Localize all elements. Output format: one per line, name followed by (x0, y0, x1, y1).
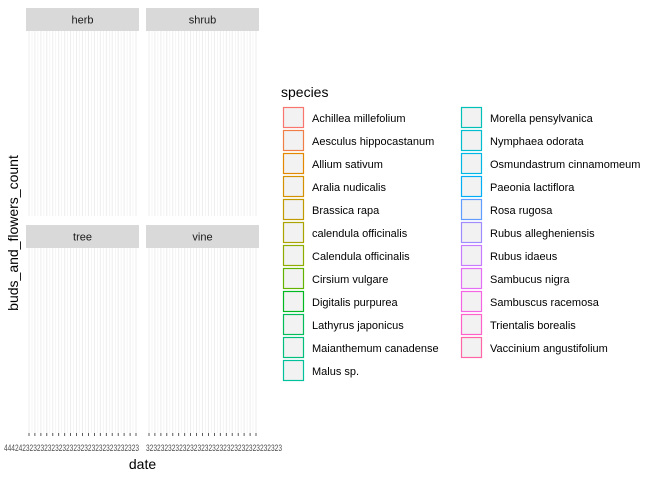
panel-vine: vine (146, 225, 259, 433)
legend-label: Nymphaea odorata (490, 136, 584, 148)
x-axis-title: date (129, 456, 156, 472)
y-axis-title: buds_and_flowers_count (5, 155, 21, 311)
panel-shrub-grid (148, 31, 257, 216)
panel-herb-grid (28, 31, 137, 216)
legend-key (282, 244, 305, 267)
x-tick-labels-right: 3232323232323232323232323232323232323 (146, 443, 282, 453)
legend-label: calendula officinalis (312, 228, 408, 240)
legend-label: Osmundastrum cinnamomeum (490, 159, 640, 171)
legend-key (460, 152, 483, 175)
legend-key (460, 244, 483, 267)
strip-herb-background (26, 8, 139, 31)
legend-item: Rubus allegheniensis (460, 221, 595, 244)
legend-label: Brassica rapa (312, 205, 380, 217)
legend-key (460, 129, 483, 152)
legend-item: Aralia nudicalis (282, 175, 386, 198)
legend-item: Digitalis purpurea (282, 290, 398, 313)
legend-key (460, 175, 483, 198)
legend-label: Cirsium vulgare (312, 274, 388, 286)
x-axis-ticks (28, 433, 257, 436)
legend-item: Paeonia lactiflora (460, 175, 575, 198)
legend-key (460, 313, 483, 336)
strip-tree-background (26, 225, 139, 248)
legend-item: Calendula officinalis (282, 244, 410, 267)
strip-label-herb: herb (71, 15, 93, 27)
legend-key (282, 359, 305, 382)
legend-key (282, 129, 305, 152)
legend-item: Nymphaea odorata (460, 129, 584, 152)
legend-item: Allium sativum (282, 152, 383, 175)
legend-label: Aralia nudicalis (312, 182, 386, 194)
legend-item: Vaccinium angustifolium (460, 336, 608, 359)
legend-key (282, 106, 305, 129)
strip-shrub-background (146, 8, 259, 31)
panel-tree: tree (26, 225, 139, 433)
legend-item: Maianthemum canadense (282, 336, 439, 359)
legend-item: Achillea millefolium (282, 106, 406, 129)
legend-label: Achillea millefolium (312, 113, 406, 125)
legend-label: Maianthemum canadense (312, 343, 439, 355)
legend-item: Rubus idaeus (460, 244, 558, 267)
legend-item: Brassica rapa (282, 198, 380, 221)
legend-label: Rosa rugosa (490, 205, 553, 217)
legend-item: calendula officinalis (282, 221, 408, 244)
panel-shrub: shrub (146, 8, 259, 216)
strip-label-vine: vine (192, 232, 212, 244)
legend-key (460, 336, 483, 359)
legend-label: Rubus idaeus (490, 251, 558, 263)
legend-key (460, 267, 483, 290)
legend-item: Sambucus nigra (460, 267, 570, 290)
legend-key (460, 106, 483, 129)
legend-label: Allium sativum (312, 159, 383, 171)
legend-item: Osmundastrum cinnamomeum (460, 152, 640, 175)
legend-label: Vaccinium angustifolium (490, 343, 608, 355)
panel-herb: herb (26, 8, 139, 216)
legend-key (282, 267, 305, 290)
legend-label: Morella pensylvanica (490, 113, 594, 125)
legend-key (460, 221, 483, 244)
panel-tree-grid (28, 248, 137, 433)
legend-item: Aesculus hippocastanum (282, 129, 434, 152)
legend-label: Sambuscus racemosa (490, 297, 600, 309)
legend-label: Rubus allegheniensis (490, 228, 595, 240)
legend-label: Paeonia lactiflora (490, 182, 575, 194)
legend-label: Trientalis borealis (490, 320, 576, 332)
legend-key (460, 198, 483, 221)
legend-item: Cirsium vulgare (282, 267, 388, 290)
strip-label-tree: tree (73, 232, 92, 244)
legend-key (282, 313, 305, 336)
legend-label: Lathyrus japonicus (312, 320, 404, 332)
strip-vine-background (146, 225, 259, 248)
legend-label: Sambucus nigra (490, 274, 570, 286)
legend-item: Lathyrus japonicus (282, 313, 404, 336)
legend-key (282, 290, 305, 313)
legend-title: species (281, 84, 328, 100)
legend-key (282, 175, 305, 198)
panel-vine-grid (148, 248, 257, 433)
legend-key (282, 152, 305, 175)
legend-key (460, 290, 483, 313)
legend-key (282, 198, 305, 221)
legend-entries: Achillea millefolium Aesculus hippocastan… (282, 106, 640, 382)
strip-label-shrub: shrub (189, 15, 217, 27)
legend-label: Aesculus hippocastanum (312, 136, 434, 148)
legend-label: Malus sp. (312, 366, 359, 378)
legend-label: Digitalis purpurea (312, 297, 398, 309)
legend-key (282, 221, 305, 244)
legend-item: Rosa rugosa (460, 198, 553, 221)
legend-key (282, 336, 305, 359)
legend-item: Sambuscus racemosa (460, 290, 600, 313)
legend-item: Morella pensylvanica (460, 106, 594, 129)
x-tick-labels-left: 4442423232323232323232323232323232323 (4, 443, 139, 453)
legend-item: Malus sp. (282, 359, 359, 382)
legend-item: Trientalis borealis (460, 313, 576, 336)
legend: species Achillea millefolium Aesculus hip… (281, 84, 640, 382)
legend-label: Calendula officinalis (312, 251, 410, 263)
